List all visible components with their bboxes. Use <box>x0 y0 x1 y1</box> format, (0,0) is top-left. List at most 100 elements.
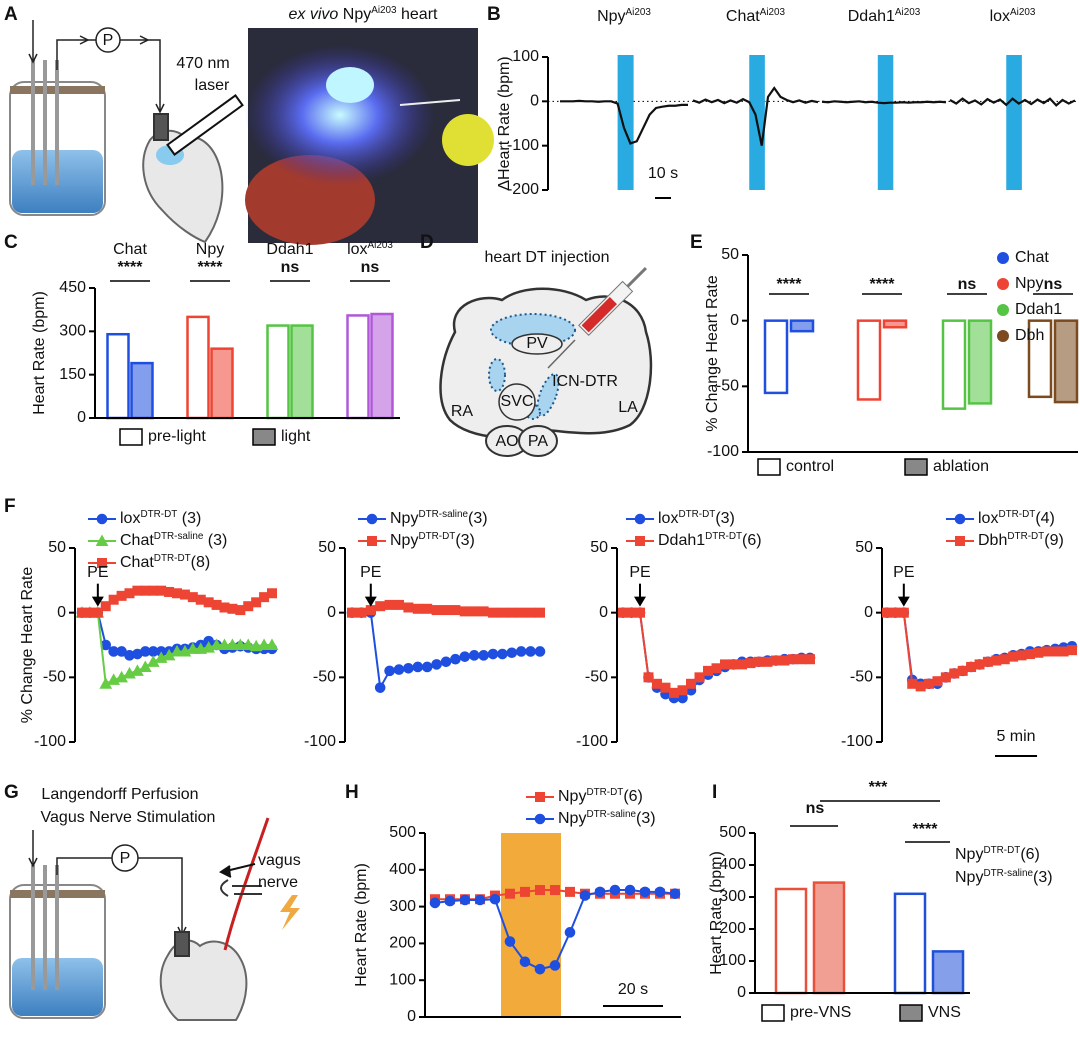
legend-swatch <box>757 458 781 476</box>
bar <box>106 332 130 420</box>
y-tick-label: 200 <box>719 920 746 937</box>
y-tick-label: 50 <box>721 246 739 263</box>
marker <box>643 672 654 683</box>
marker <box>403 602 414 613</box>
laser-label: laser <box>195 77 230 94</box>
legend-label-part: (3) <box>636 810 656 827</box>
legend-label: DbhDTR-DT(9) <box>978 531 1064 549</box>
trace-line <box>692 86 819 146</box>
legend-label: Ddah1DTR-DT(6) <box>658 531 762 549</box>
category-label: Ddah1 <box>266 241 313 258</box>
y-tick-label: 0 <box>327 604 336 621</box>
legend-marker <box>534 813 546 825</box>
diagram-title: Langendorff Perfusion <box>41 786 198 803</box>
marker <box>226 638 239 650</box>
arrow-head <box>897 596 910 607</box>
anatomy-label: LA <box>618 399 638 416</box>
legend-label-part: (8) <box>191 554 211 571</box>
marker <box>703 665 713 676</box>
marker <box>805 654 815 665</box>
nerve-label: vagus <box>258 852 301 869</box>
y-tick-label: 150 <box>59 366 86 383</box>
arrow-head <box>364 596 377 607</box>
marker <box>635 607 645 618</box>
panel-label: E <box>690 232 703 253</box>
scale-bar-label: 5 min <box>996 728 1035 745</box>
diagram-title: Vagus Nerve Stimulation <box>41 809 216 826</box>
y-tick-label: 100 <box>389 971 416 988</box>
legend-label-part: (3) <box>455 532 475 549</box>
marker <box>1008 651 1019 662</box>
pump-label: P <box>103 32 114 49</box>
y-tick-label: 0 <box>530 93 539 110</box>
photo-title-part: heart <box>397 6 438 23</box>
legend-label: Chat <box>1015 249 1049 266</box>
legend-label-part: DTR-DT <box>983 845 1020 856</box>
marker <box>982 656 993 667</box>
marker <box>505 888 515 899</box>
legend-swatch <box>904 458 928 476</box>
legend-label-part: (3) <box>715 510 735 527</box>
marker <box>186 642 200 654</box>
legend-label: ChatDTR-DT(8) <box>120 553 210 571</box>
significance: **** <box>118 259 144 276</box>
significance: ns <box>958 276 977 293</box>
bar <box>789 319 815 333</box>
legend-label: NpyDTR-saline(3) <box>390 509 488 527</box>
bar <box>1027 319 1053 399</box>
y-tick-label: 300 <box>59 323 86 340</box>
legend-dot <box>997 330 1009 342</box>
marker <box>474 894 486 906</box>
marker <box>534 646 546 657</box>
legend-label: Ddah1 <box>1015 301 1062 318</box>
panel-label: B <box>487 4 501 25</box>
y-tick-label: -200 <box>507 181 539 198</box>
trace-title: Ddah1Ai203 <box>848 7 921 25</box>
bar <box>370 312 394 420</box>
marker <box>737 659 747 670</box>
legend-label-part: (9) <box>1044 532 1064 549</box>
legend-label-part: DTR-DT <box>998 509 1035 520</box>
heart-photo <box>245 28 494 245</box>
marker <box>421 661 433 673</box>
marker <box>974 659 985 670</box>
marker <box>890 607 901 618</box>
legend-label: NpyDTR-saline(3) <box>558 809 656 827</box>
y-tick-label: 0 <box>730 312 739 329</box>
anatomy-label: SVC <box>501 393 534 410</box>
trace-title-part: Ddah1 <box>848 8 895 25</box>
legend-marker <box>634 513 646 525</box>
panel-label: A <box>4 4 18 25</box>
y-tick-label: -50 <box>585 669 608 686</box>
legend-label: ChatDTR-saline (3) <box>120 531 227 549</box>
y-tick-label: -100 <box>507 137 539 154</box>
y-tick-label: 400 <box>719 856 746 873</box>
legend-label-part: DTR-saline <box>983 868 1033 879</box>
legend-label-part: DTR-saline <box>418 509 468 520</box>
legend-label-part: Npy <box>955 846 983 863</box>
marker <box>660 682 671 693</box>
legend-label: NpyDTR-saline(3) <box>955 868 1053 886</box>
legend-label-part: DTR-DT <box>586 787 623 798</box>
marker <box>1050 646 1061 657</box>
marker <box>92 607 103 618</box>
marker <box>1024 649 1035 660</box>
category-label-part: lox <box>347 241 367 258</box>
annotation: PE <box>629 564 650 581</box>
legend-label-part: DTR-saline <box>586 809 636 820</box>
significance: ns <box>281 259 300 276</box>
legend-label-part: lox <box>978 510 998 527</box>
y-tick-label: -50 <box>850 669 873 686</box>
legend-label: NpyDTR-DT(6) <box>558 787 643 805</box>
marker <box>550 885 560 896</box>
marker <box>403 662 414 674</box>
marker <box>384 599 395 610</box>
marker <box>267 588 277 599</box>
marker <box>940 672 951 683</box>
annotation: PE <box>360 564 381 581</box>
arrow-head <box>634 596 646 607</box>
legend-marker <box>96 513 108 525</box>
arrow-head <box>91 596 104 607</box>
trace-title-part: lox <box>990 8 1010 25</box>
bar <box>346 314 370 420</box>
